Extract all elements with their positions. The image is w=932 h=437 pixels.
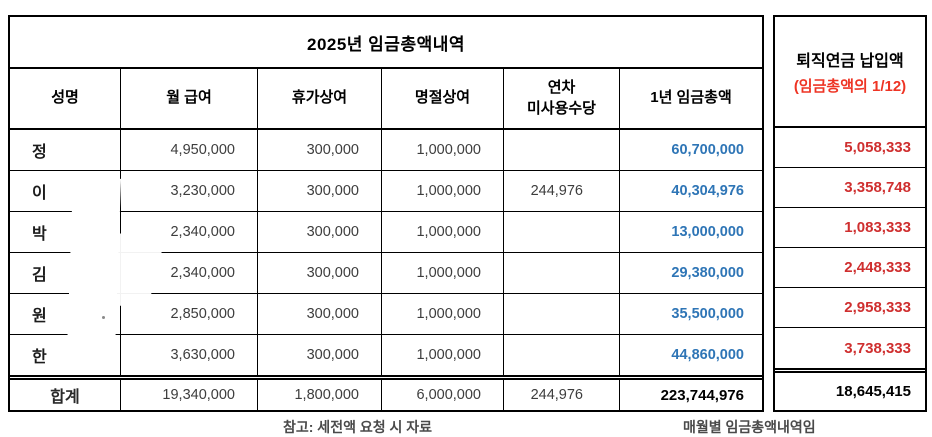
holiday-bonus-value: 1,000,000: [382, 335, 504, 375]
total-separator-line: [775, 368, 925, 373]
total-vacation-bonus: 1,800,000: [258, 380, 382, 410]
holiday-bonus-value: 1,000,000: [382, 171, 504, 211]
table-title: 2025년 임금총액내역: [10, 17, 762, 69]
holiday-bonus-value: 1,000,000: [382, 130, 504, 170]
col-header-holiday-bonus: 명절상여: [382, 69, 504, 128]
pension-value: 2,448,333: [775, 248, 925, 288]
unused-leave-value: [504, 335, 620, 375]
vacation-bonus-value: 300,000: [258, 171, 382, 211]
total-label: 합계: [10, 380, 121, 410]
pension-header: 퇴직연금 납입액 (임금총액의 1/12): [775, 17, 925, 128]
annual-total-value: 40,304,976: [671, 183, 744, 199]
table-row: 정 4,950,000 300,000 1,000,000 60,700,000: [10, 130, 762, 171]
table-row: 원 2,850,000 300,000 1,000,000 35,500,000: [10, 294, 762, 335]
col-header-monthly-salary: 월 급여: [121, 69, 258, 128]
monthly-salary-value: 3,630,000: [121, 335, 258, 375]
table-row: 이 3,230,000 300,000 1,000,000 244,976 40…: [10, 171, 762, 212]
annual-total-value: 44,860,000: [671, 347, 744, 363]
pension-value: 5,058,333: [775, 128, 925, 168]
table-row: 김 2,340,000 300,000 1,000,000 29,380,000: [10, 253, 762, 294]
annual-total-value: 13,000,000: [671, 224, 744, 240]
annual-total-value: 35,500,000: [671, 306, 744, 322]
table-row: 박 2,340,000 300,000 1,000,000 13,000,000: [10, 212, 762, 253]
vacation-bonus-value: 300,000: [258, 130, 382, 170]
name-remnant-dot: [102, 316, 105, 319]
pension-header-subtitle: (임금총액의 1/12): [793, 78, 907, 95]
pension-total: 18,645,415: [835, 383, 911, 400]
vacation-bonus-value: 300,000: [258, 294, 382, 334]
col-header-unused-leave-pay: 연차 미사용수당: [504, 69, 620, 128]
total-row: 합계 19,340,000 1,800,000 6,000,000 244,97…: [10, 380, 762, 410]
employee-name: 박: [10, 212, 121, 252]
unused-leave-value: [504, 253, 620, 293]
pension-value: 2,958,333: [775, 288, 925, 328]
total-annual-wages: 223,744,976: [660, 386, 744, 404]
vacation-bonus-value: 300,000: [258, 212, 382, 252]
monthly-salary-value: 2,850,000: [121, 294, 258, 334]
footer-caption-left: 참고: 세전액 요청 시 자료: [283, 419, 433, 435]
table-header: 성명 월 급여 휴가상여 명절상여 연차 미사용수당 1년 임금총액: [10, 69, 762, 130]
pension-value: 3,738,333: [844, 339, 911, 357]
unused-leave-value: [504, 130, 620, 170]
pension-table: 퇴직연금 납입액 (임금총액의 1/12) 5,058,333 3,358,74…: [773, 15, 927, 412]
col-header-vacation-bonus: 휴가상여: [258, 69, 382, 128]
unused-leave-value: 244,976: [504, 171, 620, 211]
holiday-bonus-value: 1,000,000: [382, 212, 504, 252]
monthly-salary-value: 3,230,000: [121, 171, 258, 211]
employee-name: 한: [10, 335, 121, 375]
total-holiday-bonus: 6,000,000: [382, 380, 504, 410]
pension-value: 1,083,333: [775, 208, 925, 248]
col-header-annual-total: 1년 임금총액: [650, 89, 732, 107]
col-header-name: 성명: [10, 69, 121, 128]
vacation-bonus-value: 300,000: [258, 253, 382, 293]
annual-total-value: 29,380,000: [671, 265, 744, 281]
total-monthly-salary: 19,340,000: [121, 380, 258, 410]
pension-value: 3,358,748: [775, 168, 925, 208]
total-unused-leave: 244,976: [504, 380, 620, 410]
footer-caption-right: 매월별 임금총액내역임: [683, 419, 816, 435]
holiday-bonus-value: 1,000,000: [382, 253, 504, 293]
unused-leave-value: [504, 212, 620, 252]
employee-name: 원: [10, 294, 121, 334]
pension-header-title: 퇴직연금 납입액: [796, 53, 904, 70]
monthly-salary-value: 2,340,000: [121, 253, 258, 293]
unused-leave-value: [504, 294, 620, 334]
employee-name: 정: [10, 130, 121, 170]
annual-total-value: 60,700,000: [671, 142, 744, 158]
wage-table: 2025년 임금총액내역 성명 월 급여 휴가상여 명절상여 연차 미사용수당 …: [8, 15, 764, 412]
vacation-bonus-value: 300,000: [258, 335, 382, 375]
monthly-salary-value: 2,340,000: [121, 212, 258, 252]
holiday-bonus-value: 1,000,000: [382, 294, 504, 334]
total-separator-line: [10, 375, 762, 380]
table-row: 한 3,630,000 300,000 1,000,000 44,860,000: [10, 335, 762, 375]
monthly-salary-value: 4,950,000: [121, 130, 258, 170]
